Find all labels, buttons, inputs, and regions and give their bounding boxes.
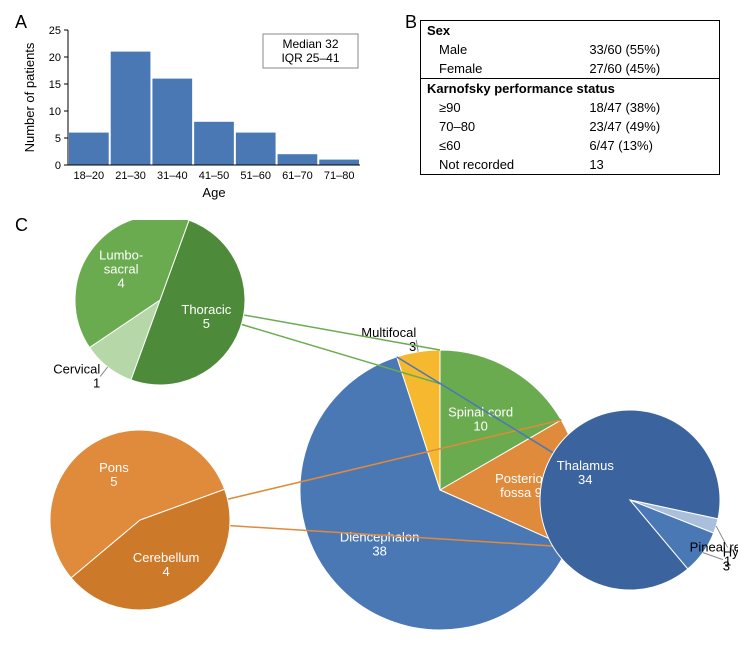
svg-text:41–50: 41–50 xyxy=(199,170,230,182)
table-section-header: Karnofsky performance status xyxy=(421,79,720,99)
svg-text:10: 10 xyxy=(49,106,61,118)
svg-text:4: 4 xyxy=(118,276,125,291)
table-row-value: 6/47 (13%) xyxy=(583,136,719,155)
svg-text:Median 32: Median 32 xyxy=(282,37,338,51)
table-row-label: Not recorded xyxy=(421,155,584,175)
table-row-value: 23/47 (49%) xyxy=(583,117,719,136)
svg-text:Pons: Pons xyxy=(99,460,129,475)
svg-text:3: 3 xyxy=(723,559,730,574)
svg-text:Spinal cord: Spinal cord xyxy=(448,405,513,420)
svg-text:15: 15 xyxy=(49,79,61,91)
svg-text:34: 34 xyxy=(578,472,592,487)
table-row-label: ≤60 xyxy=(421,136,584,155)
svg-text:51–60: 51–60 xyxy=(240,170,271,182)
svg-text:0: 0 xyxy=(55,160,61,172)
svg-text:Cerebellum: Cerebellum xyxy=(133,550,199,565)
panel-c-pies: Multifocal3Spinal cord10Posteriorfossa 9… xyxy=(20,220,738,660)
svg-text:Thoracic: Thoracic xyxy=(181,302,231,317)
table-row-value: 27/60 (45%) xyxy=(583,59,719,79)
svg-text:61–70: 61–70 xyxy=(282,170,313,182)
table-row-label: Female xyxy=(421,59,584,79)
svg-text:Number of patients: Number of patients xyxy=(22,42,37,152)
svg-text:4: 4 xyxy=(162,564,169,579)
svg-text:5: 5 xyxy=(203,316,210,331)
svg-text:25: 25 xyxy=(49,25,61,37)
svg-text:1: 1 xyxy=(93,375,100,390)
table-row-value: 33/60 (55%) xyxy=(583,40,719,59)
table-row-value: 18/47 (38%) xyxy=(583,98,719,117)
panel-a-histogram: 0 5 10 15 20 25 18–20 21–30 31–40 41–50 51–60 61–70… xyxy=(20,20,370,200)
svg-text:IQR 25–41: IQR 25–41 xyxy=(281,51,339,65)
svg-text:20: 20 xyxy=(49,52,61,64)
panel-b-label: B xyxy=(405,12,417,33)
svg-text:21–30: 21–30 xyxy=(115,170,146,182)
svg-text:Cervical: Cervical xyxy=(53,361,100,376)
svg-text:Age: Age xyxy=(202,185,225,200)
svg-text:71–80: 71–80 xyxy=(324,170,355,182)
svg-text:Hypothalamus: Hypothalamus xyxy=(723,545,738,560)
svg-text:18–20: 18–20 xyxy=(74,170,105,182)
svg-text:31–40: 31–40 xyxy=(157,170,188,182)
table-row-label: 70–80 xyxy=(421,117,584,136)
svg-text:Lumbo-: Lumbo- xyxy=(99,248,143,263)
svg-text:Posterior: Posterior xyxy=(495,471,548,486)
svg-text:3: 3 xyxy=(409,339,416,354)
table-row-label: Male xyxy=(421,40,584,59)
svg-text:Thalamus: Thalamus xyxy=(557,458,615,473)
svg-text:5: 5 xyxy=(110,474,117,489)
panel-b-table: SexMale33/60 (55%)Female27/60 (45%)Karno… xyxy=(420,20,720,175)
svg-text:fossa 9: fossa 9 xyxy=(500,485,542,500)
svg-text:sacral: sacral xyxy=(104,262,139,277)
table-row-label: ≥90 xyxy=(421,98,584,117)
svg-text:38: 38 xyxy=(372,543,386,558)
table-row-value: 13 xyxy=(583,155,719,175)
table-section-header: Sex xyxy=(421,21,720,41)
svg-text:5: 5 xyxy=(55,133,61,145)
svg-text:10: 10 xyxy=(473,419,487,434)
